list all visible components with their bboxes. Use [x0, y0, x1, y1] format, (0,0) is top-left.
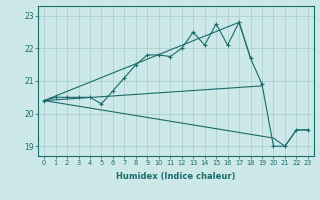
X-axis label: Humidex (Indice chaleur): Humidex (Indice chaleur): [116, 172, 236, 181]
